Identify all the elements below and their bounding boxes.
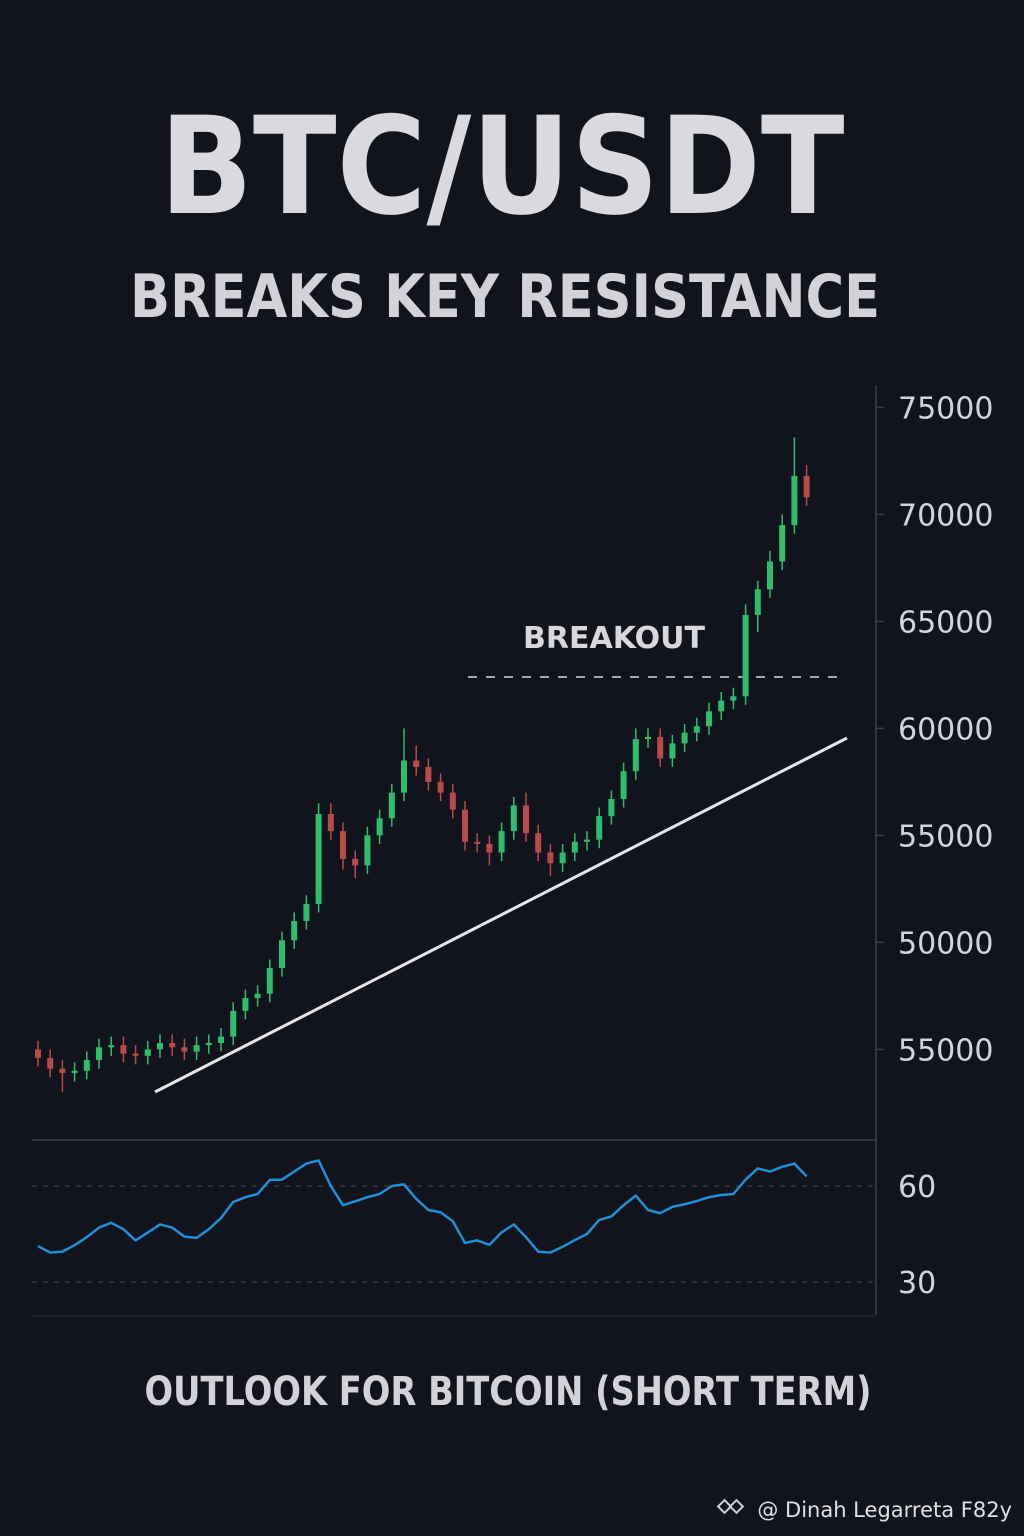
y-tick-label: 30	[898, 1266, 936, 1301]
trend-line	[154, 736, 848, 1094]
candle-body	[547, 852, 554, 864]
candle-body	[340, 831, 346, 859]
candle-body	[486, 843, 493, 853]
candle-body	[754, 589, 761, 615]
candle-body	[144, 1049, 151, 1056]
candle-body	[632, 739, 639, 772]
candle-body	[218, 1036, 224, 1043]
candle-body	[254, 993, 261, 999]
candle-body	[425, 766, 432, 782]
candle-body	[718, 700, 725, 712]
chart-title: BTC/USDT	[160, 88, 845, 245]
candle-body	[767, 561, 773, 590]
candle-body	[169, 1042, 176, 1048]
candle-body	[730, 696, 737, 701]
candle-body	[157, 1042, 163, 1050]
candle-body	[510, 805, 517, 832]
candle-body	[645, 736, 651, 740]
annotation: BREAKOUT	[523, 621, 705, 656]
candle-body	[449, 792, 456, 810]
candle-body	[327, 814, 334, 832]
candle-body	[108, 1045, 115, 1048]
candle-body	[559, 852, 566, 864]
y-tick-label: 55000	[898, 1033, 993, 1068]
candle-body	[59, 1068, 66, 1073]
candle-body	[364, 835, 371, 866]
candle-body	[523, 805, 529, 834]
y-tick-label: 55000	[898, 819, 993, 854]
candle-body	[303, 903, 310, 921]
candle-body	[669, 743, 676, 759]
candle-body	[71, 1070, 78, 1073]
rsi-line	[37, 1159, 808, 1254]
chart-subtitle: BREAKS KEY RESISTANCE	[130, 262, 880, 332]
candle-body	[803, 475, 810, 498]
candle-body	[571, 841, 578, 853]
candle-body	[608, 799, 615, 817]
candle-body	[474, 841, 481, 844]
candle-body	[35, 1049, 41, 1058]
candle-body	[291, 921, 298, 941]
candle-body	[96, 1047, 102, 1061]
candle-body	[657, 736, 664, 759]
y-tick-label: 60000	[898, 712, 993, 747]
watermark: @ Dinah Legarreta F82y	[757, 1498, 1012, 1522]
candle-body	[83, 1060, 90, 1071]
candle-body	[791, 475, 798, 526]
y-tick-label: 65000	[898, 605, 993, 640]
candle-body	[401, 760, 407, 793]
y-tick-label: 60	[898, 1170, 936, 1205]
candle-body	[193, 1045, 200, 1052]
candle-body	[462, 809, 468, 842]
candle-body	[205, 1042, 212, 1046]
candle-body	[596, 816, 603, 840]
y-tick-label: 70000	[898, 498, 993, 533]
candle-body	[742, 614, 749, 697]
candle-body	[242, 998, 249, 1011]
candle-body	[230, 1010, 237, 1037]
candle-body	[315, 814, 322, 904]
candle-body	[620, 771, 627, 800]
candle-body	[535, 833, 542, 853]
candle-body	[388, 792, 395, 819]
watermark-icon	[716, 1498, 745, 1515]
candle-body	[132, 1053, 139, 1056]
candle-body	[266, 968, 273, 994]
candle-body	[498, 831, 505, 853]
candle-body	[681, 732, 688, 744]
candle-body	[413, 760, 420, 767]
candle-body	[706, 711, 712, 727]
caption: OUTLOOK FOR BITCOIN (SHORT TERM)	[145, 1369, 872, 1415]
y-tick-label: 75000	[898, 391, 993, 426]
candle-body	[352, 858, 359, 866]
candle-body	[693, 726, 700, 733]
candle-body	[376, 818, 383, 836]
candle-body	[47, 1057, 54, 1069]
candle-body	[181, 1047, 188, 1052]
candle-body	[120, 1045, 127, 1054]
candle-body	[279, 940, 285, 969]
candle-body	[584, 839, 590, 842]
candle-body	[779, 525, 786, 562]
candle-body	[437, 781, 444, 793]
y-tick-label: 50000	[898, 926, 993, 961]
